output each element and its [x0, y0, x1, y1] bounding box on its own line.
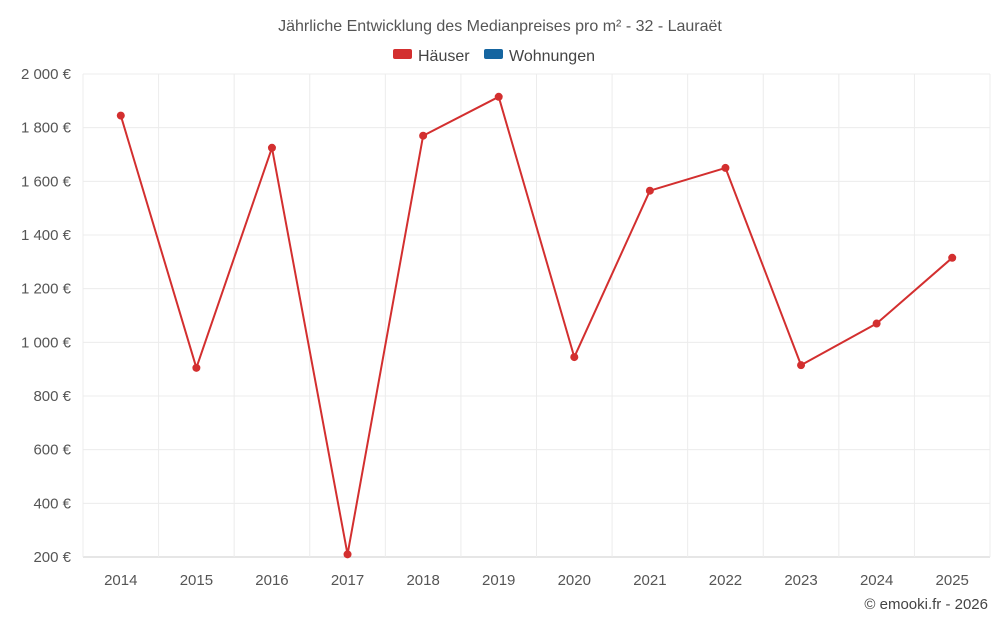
- y-tick-label: 400 €: [33, 495, 71, 512]
- legend-label-wohnungen: Wohnungen: [509, 48, 595, 65]
- data-point-2014[interactable]: [116, 111, 125, 120]
- legend-label-haeuser: Häuser: [418, 48, 470, 65]
- data-point-2021[interactable]: [645, 186, 654, 195]
- x-tick-label: 2016: [255, 572, 288, 589]
- grid: [82, 73, 991, 558]
- y-tick-label: 600 €: [33, 442, 71, 459]
- data-point-2023[interactable]: [797, 361, 806, 370]
- y-tick-label: 1 600 €: [21, 173, 72, 190]
- series-haeuser: [116, 92, 957, 559]
- x-tick-label: 2022: [709, 572, 742, 589]
- x-tick-label: 2015: [180, 572, 213, 589]
- data-point-2017[interactable]: [343, 550, 352, 559]
- x-tick-label: 2025: [936, 572, 969, 589]
- y-tick-label: 1 400 €: [21, 227, 72, 244]
- data-point-2024[interactable]: [872, 319, 881, 328]
- data-point-2016[interactable]: [267, 143, 276, 152]
- data-point-2022[interactable]: [721, 163, 730, 172]
- x-tick-label: 2023: [784, 572, 817, 589]
- legend-swatch-wohnungen: [484, 49, 503, 59]
- x-axis-ticks: 2014 2015 2016 2017 2018 2019 2020 2021 2022 2023…: [104, 572, 969, 589]
- data-point-2025[interactable]: [948, 253, 957, 262]
- legend: Häuser Wohnungen: [393, 48, 595, 65]
- x-tick-label: 2019: [482, 572, 515, 589]
- y-tick-label: 1 200 €: [21, 281, 72, 298]
- chart-title: Jährliche Entwicklung des Medianpreises …: [278, 18, 722, 35]
- y-tick-label: 2 000 €: [21, 66, 72, 83]
- x-tick-label: 2017: [331, 572, 364, 589]
- legend-item-haeuser[interactable]: Häuser: [393, 48, 470, 65]
- x-tick-label: 2018: [406, 572, 439, 589]
- y-tick-label: 800 €: [33, 388, 71, 405]
- x-tick-label: 2014: [104, 572, 137, 589]
- series-line-haeuser: [119, 95, 953, 556]
- x-tick-label: 2020: [558, 572, 591, 589]
- data-point-2018[interactable]: [419, 131, 428, 140]
- x-tick-label: 2021: [633, 572, 666, 589]
- y-tick-label: 1 800 €: [21, 120, 72, 137]
- data-point-2015[interactable]: [192, 363, 201, 372]
- copyright: © emooki.fr - 2026: [864, 596, 988, 613]
- x-tick-label: 2024: [860, 572, 893, 589]
- data-point-2019[interactable]: [494, 92, 503, 101]
- legend-swatch-haeuser: [393, 49, 412, 59]
- y-tick-label: 1 000 €: [21, 334, 72, 351]
- legend-item-wohnungen[interactable]: Wohnungen: [484, 48, 595, 65]
- y-axis-ticks: 2 000 € 1 800 € 1 600 € 1 400 € 1 200 € 1 000…: [21, 66, 72, 566]
- y-tick-label: 200 €: [33, 549, 71, 566]
- data-point-2020[interactable]: [570, 353, 579, 362]
